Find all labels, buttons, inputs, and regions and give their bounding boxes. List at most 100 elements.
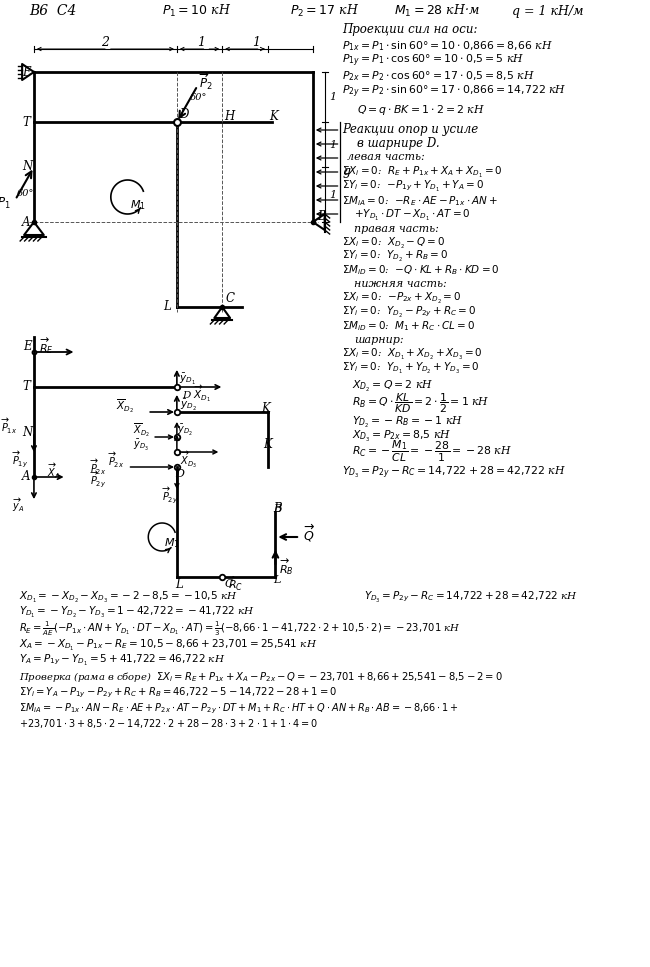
Text: $P_{2x} = P_2 \cdot \cos60° = 17 \cdot 0{,}5 = 8{,}5$ кН: $P_{2x} = P_2 \cdot \cos60° = 17 \cdot 0… [343, 69, 535, 83]
Text: $X_{D_3} = P_{2x} = 8{,}5$ кН: $X_{D_3} = P_{2x} = 8{,}5$ кН [352, 428, 452, 444]
Text: $\overrightarrow{P}_{2y}$: $\overrightarrow{P}_{2y}$ [90, 469, 107, 489]
Text: $X_{D_1} = -X_{D_2} - X_{D_3} = -2 - 8{,}5 = -10{,}5$ кН: $X_{D_1} = -X_{D_2} - X_{D_3} = -2 - 8{,… [19, 590, 238, 604]
Text: $\overrightarrow{X}_{D_3}$: $\overrightarrow{X}_{D_3}$ [180, 450, 197, 470]
Text: L: L [175, 577, 183, 591]
Text: $\overrightarrow{P}_{1x}$: $\overrightarrow{P}_{1x}$ [1, 417, 18, 436]
Text: $P_2 = 17$ кН: $P_2 = 17$ кН [290, 3, 359, 19]
Text: E: E [22, 66, 31, 78]
Text: $\Sigma M_{iD} = 0$:  $-Q \cdot KL + R_B \cdot KD = 0$: $\Sigma M_{iD} = 0$: $-Q \cdot KL + R_B … [343, 263, 500, 277]
Text: шарнир:: шарнир: [354, 335, 404, 345]
Text: 60°: 60° [190, 93, 207, 103]
Text: N: N [22, 161, 32, 173]
Text: $\overrightarrow{P}_{2x}$: $\overrightarrow{P}_{2x}$ [90, 457, 107, 477]
Text: $\overrightarrow{y}_A$: $\overrightarrow{y}_A$ [12, 496, 25, 513]
Text: $Y_{D_2} = -R_B = -1$ кН: $Y_{D_2} = -R_B = -1$ кН [352, 415, 463, 429]
Text: 1: 1 [330, 92, 337, 102]
Text: 1: 1 [330, 190, 337, 200]
Text: $\overrightarrow{P}_{2y}$: $\overrightarrow{P}_{2y}$ [162, 485, 179, 505]
Text: B: B [274, 503, 282, 515]
Text: $\Sigma X_i = 0$:  $R_E + P_{1x} + X_A + X_{D_1} = 0$: $\Sigma X_i = 0$: $R_E + P_{1x} + X_A + … [343, 164, 503, 180]
Text: $Y_A = P_{1y} - Y_{D_1} = 5 + 41{,}722 = 46{,}722$ кН: $Y_A = P_{1y} - Y_{D_1} = 5 + 41{,}722 =… [19, 653, 226, 667]
Text: $P_1 = 10$ кН: $P_1 = 10$ кН [162, 3, 231, 19]
Text: 1: 1 [252, 37, 260, 49]
Text: $\hat{R}_C$: $\hat{R}_C$ [228, 575, 243, 593]
Text: $P_{1x} = P_1 \cdot \sin60° = 10 \cdot 0{,}866 = 8{,}66$ кН: $P_{1x} = P_1 \cdot \sin60° = 10 \cdot 0… [343, 39, 553, 53]
Text: $\overrightarrow{R}_E$: $\overrightarrow{R}_E$ [39, 337, 53, 356]
Text: $\overline{X}_{D_2}$: $\overline{X}_{D_2}$ [116, 397, 134, 415]
Text: $X_A = -X_{D_1} - P_{1x} - R_E = 10{,}5 - 8{,}66 + 23{,}701 = 25{,}541$ кН: $X_A = -X_{D_1} - P_{1x} - R_E = 10{,}5 … [19, 637, 317, 653]
Text: $M_1$: $M_1$ [164, 536, 180, 550]
Text: 1: 1 [198, 37, 205, 49]
Text: D: D [179, 107, 188, 121]
Text: $X_{D_2} = Q = 2$ кН: $X_{D_2} = Q = 2$ кН [352, 378, 434, 394]
Text: 60°: 60° [17, 190, 34, 198]
Text: $P_{1y} = P_1 \cdot \cos60° = 10 \cdot 0{,}5 = 5$ кН: $P_{1y} = P_1 \cdot \cos60° = 10 \cdot 0… [343, 53, 525, 70]
Text: $Y_{D_1} = -Y_{D_2} - Y_{D_3} = 1 - 42{,}722 = -41{,}722$ кН: $Y_{D_1} = -Y_{D_2} - Y_{D_3} = 1 - 42{,… [19, 604, 255, 620]
Text: в шарнире D.: в шарнире D. [358, 136, 440, 150]
Text: $M_1$: $M_1$ [129, 198, 146, 212]
Text: $Y_{D_3} = P_{2y} - R_C = 14{,}722 + 28 = 42{,}722$ кН: $Y_{D_3} = P_{2y} - R_C = 14{,}722 + 28 … [364, 590, 578, 604]
Text: $\Sigma M_{iA} = 0$:  $-R_E \cdot AE - P_{1x} \cdot AN +$: $\Sigma M_{iA} = 0$: $-R_E \cdot AE - P_… [343, 194, 499, 208]
Text: Реакции опор и усиле: Реакции опор и усиле [343, 123, 478, 135]
Text: Проекции сил на оси:: Проекции сил на оси: [343, 22, 478, 36]
Text: B: B [317, 211, 326, 223]
Text: $M_1 = 28$ кН·м: $M_1 = 28$ кН·м [394, 3, 480, 19]
Text: $R_E = \frac{1}{AE}(-P_{1x} \cdot AN + Y_{D_1} \cdot DT - X_{D_1} \cdot AT) = \f: $R_E = \frac{1}{AE}(-P_{1x} \cdot AN + Y… [19, 620, 461, 638]
Text: $\Sigma X_i = 0$:  $X_{D_1} + X_{D_2} + X_{D_3} = 0$: $\Sigma X_i = 0$: $X_{D_1} + X_{D_2} + X… [343, 346, 483, 362]
Text: $P_{2y} = P_2 \cdot \sin60° = 17 \cdot 0{,}866 = 14{,}722$ кН: $P_{2y} = P_2 \cdot \sin60° = 17 \cdot 0… [343, 84, 567, 101]
Text: N: N [22, 425, 32, 438]
Text: левая часть:: левая часть: [347, 152, 425, 162]
Text: $\Sigma Y_i = 0$:  $Y_{D_2} + R_B = 0$: $\Sigma Y_i = 0$: $Y_{D_2} + R_B = 0$ [343, 249, 448, 264]
Text: L: L [163, 301, 171, 313]
Text: D: D [175, 469, 184, 479]
Text: $\Sigma Y_i = 0$:  $Y_{D_1} + Y_{D_2} + Y_{D_3} = 0$: $\Sigma Y_i = 0$: $Y_{D_1} + Y_{D_2} + Y… [343, 361, 480, 375]
Text: $\Sigma X_i = 0$:  $X_{D_2} - Q = 0$: $\Sigma X_i = 0$: $X_{D_2} - Q = 0$ [343, 236, 446, 250]
Text: $\bar{y}_{D_2}$: $\bar{y}_{D_2}$ [180, 397, 197, 413]
Text: $R_B = Q \cdot \dfrac{KL}{KD} = 2 \cdot \dfrac{1}{2} = 1$ кН: $R_B = Q \cdot \dfrac{KL}{KD} = 2 \cdot … [352, 392, 490, 415]
Text: q = 1 кН/м: q = 1 кН/м [512, 5, 584, 17]
Text: A: A [22, 216, 31, 228]
Text: Проверка (рама в сборе)  $\Sigma X_i = R_E + P_{1x} + X_A - P_{2x} - Q = -23{,}7: Проверка (рама в сборе) $\Sigma X_i = R_… [19, 670, 503, 684]
Text: $\bar{y}_{D_2}$: $\bar{y}_{D_2}$ [177, 423, 193, 437]
Text: $\Sigma Y_i = 0$:  $Y_{D_2} - P_{2y} + R_C = 0$: $\Sigma Y_i = 0$: $Y_{D_2} - P_{2y} + R_… [343, 305, 477, 319]
Text: $\Sigma X_i = 0$:  $-P_{2x} + X_{D_2} = 0$: $\Sigma X_i = 0$: $-P_{2x} + X_{D_2} = 0… [343, 290, 462, 306]
Text: T: T [22, 115, 30, 129]
Text: $\overrightarrow{Q}$: $\overrightarrow{Q}$ [303, 522, 316, 543]
Text: L: L [274, 575, 281, 585]
Text: $+ Y_{D_1} \cdot DT - X_{D_1} \cdot AT = 0$: $+ Y_{D_1} \cdot DT - X_{D_1} \cdot AT =… [354, 208, 471, 222]
Text: 1: 1 [330, 140, 337, 150]
Text: $Y_{D_3} = P_{2y} - R_C = 14{,}722 + 28 = 42{,}722$ кН: $Y_{D_3} = P_{2y} - R_C = 14{,}722 + 28 … [343, 465, 567, 482]
Text: $\bar{y}_{D_1}$: $\bar{y}_{D_1}$ [179, 371, 196, 387]
Text: C: C [224, 579, 233, 589]
Text: $P_1$: $P_1$ [0, 196, 11, 212]
Text: K: K [264, 437, 272, 451]
Text: $\bar{y}_{D_3}$: $\bar{y}_{D_3}$ [133, 437, 148, 453]
Text: A: A [22, 471, 31, 484]
Text: $\overrightarrow{P}_2$: $\overrightarrow{P}_2$ [198, 71, 213, 93]
Text: $\Sigma Y_i = 0$:  $-P_{1y} + Y_{D_1} + Y_A = 0$: $\Sigma Y_i = 0$: $-P_{1y} + Y_{D_1} + Y… [343, 179, 485, 193]
Text: $\overrightarrow{P}_{2x}$: $\overrightarrow{P}_{2x}$ [108, 451, 124, 470]
Text: правая часть:: правая часть: [354, 224, 439, 234]
Text: $R_C = -\dfrac{M_1}{CL} = -\dfrac{28}{1} = -28$ кН: $R_C = -\dfrac{M_1}{CL} = -\dfrac{28}{1}… [352, 438, 512, 463]
Text: нижняя часть:: нижняя часть: [354, 279, 447, 289]
Text: $+ 23{,}701 \cdot 3 + 8{,}5 \cdot 2 - 14{,}722 \cdot 2 + 28 - 28 \cdot 3 + 2 \cd: $+ 23{,}701 \cdot 3 + 8{,}5 \cdot 2 - 14… [19, 718, 318, 730]
Text: $\overrightarrow{P}_{1y}$: $\overrightarrow{P}_{1y}$ [12, 449, 29, 469]
Text: $Q = q \cdot BK = 1 \cdot 2 = 2$ кН: $Q = q \cdot BK = 1 \cdot 2 = 2$ кН [358, 103, 485, 117]
Text: $\Sigma M_{iA} = -P_{1x} \cdot AN - R_E \cdot AE + P_{2x} \cdot AT - P_{2y} \cdo: $\Sigma M_{iA} = -P_{1x} \cdot AN - R_E … [19, 702, 459, 717]
Text: B6  C4: B6 C4 [29, 4, 77, 18]
Text: C: C [225, 292, 234, 306]
Text: B: B [274, 504, 281, 514]
Text: $\Sigma M_{iD} = 0$:  $M_1 + R_C \cdot CL = 0$: $\Sigma M_{iD} = 0$: $M_1 + R_C \cdot CL… [343, 319, 475, 333]
Text: D $\overrightarrow{X}_{D_1}$: D $\overrightarrow{X}_{D_1}$ [182, 384, 211, 404]
Text: $\Sigma Y_i = Y_A - P_{1y} - P_{2y} + R_C + R_B = 46{,}722 - 5 - 14{,}722 - 28 +: $\Sigma Y_i = Y_A - P_{1y} - P_{2y} + R_… [19, 686, 337, 700]
Text: g: g [343, 165, 350, 179]
Text: $\overline{X}_{D_2}$: $\overline{X}_{D_2}$ [133, 422, 150, 439]
Text: $\overrightarrow{R}_B$: $\overrightarrow{R}_B$ [280, 557, 294, 577]
Text: H: H [224, 110, 235, 124]
Text: K: K [262, 402, 270, 416]
Text: 2: 2 [101, 37, 109, 49]
Text: T: T [22, 380, 30, 394]
Text: E: E [23, 340, 32, 354]
Text: K: K [270, 110, 278, 124]
Text: $\overrightarrow{X}_A$: $\overrightarrow{X}_A$ [47, 461, 60, 481]
